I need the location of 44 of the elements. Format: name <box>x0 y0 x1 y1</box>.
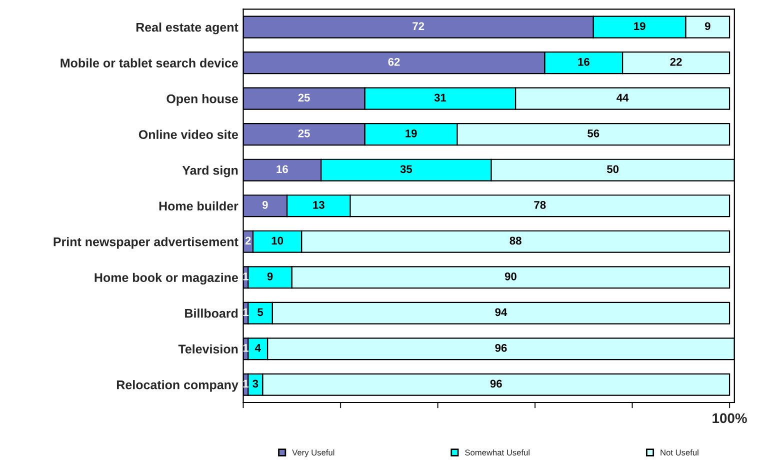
data-label: 25 <box>298 129 310 138</box>
data-label: 50 <box>606 165 619 174</box>
data-label: 5 <box>258 308 264 316</box>
data-label: 19 <box>406 129 417 138</box>
data-label: 31 <box>434 94 446 102</box>
data-label: 94 <box>495 308 508 316</box>
legend-label: Not Useful <box>660 449 698 456</box>
data-label: 19 <box>634 22 646 30</box>
data-label: 96 <box>490 380 502 388</box>
legend-label: Very Useful <box>292 449 334 458</box>
data-label: 13 <box>313 200 324 209</box>
y-tick-label: Billboard <box>185 308 238 318</box>
data-label: 4 <box>254 344 261 352</box>
data-label: 10 <box>272 236 284 245</box>
y-tick-label: Real estate agent <box>136 22 238 34</box>
data-label: 25 <box>298 94 310 102</box>
data-label: 16 <box>276 165 288 174</box>
data-label: 90 <box>504 272 516 280</box>
data-label: 96 <box>495 344 507 352</box>
y-tick-label: Relocation company <box>117 380 238 392</box>
data-label: 35 <box>400 165 412 174</box>
legend-label: Somewhat Useful <box>465 449 530 456</box>
data-label: 22 <box>670 58 682 66</box>
data-label: 16 <box>578 58 590 66</box>
data-label: 3 <box>252 380 258 388</box>
y-tick-label: Home book or magazine <box>94 272 238 285</box>
data-label: 88 <box>510 236 522 245</box>
y-tick-label: Television <box>178 344 238 354</box>
data-label: 44 <box>616 94 629 102</box>
y-tick-label: Print newspaper advertisement <box>54 237 238 249</box>
data-label: 2 <box>245 236 251 244</box>
y-tick-label: Home builder <box>159 201 238 210</box>
data-label: 78 <box>534 200 546 209</box>
data-label: 72 <box>412 22 424 30</box>
data-label: 9 <box>267 272 273 280</box>
y-tick-label: Open house <box>166 94 238 106</box>
y-tick-label: Mobile or tablet search device <box>60 58 238 68</box>
data-label: 9 <box>262 200 268 209</box>
y-tick-label: Online video site <box>138 130 238 139</box>
y-tick-label: Yard sign <box>182 166 238 178</box>
data-label: 56 <box>588 129 600 138</box>
data-label: 62 <box>388 58 400 66</box>
data-label: 9 <box>704 22 710 30</box>
x-tick-label: 100% <box>712 413 747 424</box>
